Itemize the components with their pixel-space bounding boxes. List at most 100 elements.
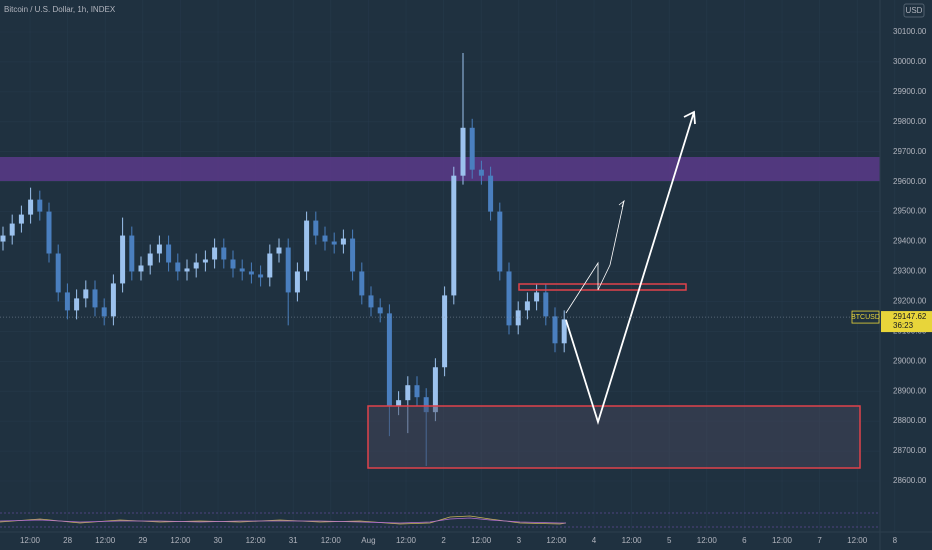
- candle-body: [37, 199, 43, 212]
- candle-body: [515, 310, 521, 326]
- candle-body: [377, 307, 383, 314]
- candle-body: [534, 292, 540, 302]
- x-tick-label: 12:00: [546, 536, 567, 545]
- candle-body: [313, 220, 319, 236]
- candle-body: [147, 253, 153, 266]
- candle-body: [488, 175, 494, 212]
- candle-body: [304, 220, 310, 272]
- candle-body: [212, 247, 218, 260]
- x-tick-label: 4: [592, 536, 597, 545]
- candle-body: [405, 385, 411, 401]
- countdown: 36:23: [893, 321, 914, 330]
- x-tick-label: 12:00: [95, 536, 116, 545]
- y-tick-label: 29200.00: [893, 297, 927, 306]
- x-tick-label: 12:00: [321, 536, 342, 545]
- y-tick-label: 29000.00: [893, 356, 927, 365]
- candle-body: [74, 298, 80, 311]
- y-tick-label: 30000.00: [893, 57, 927, 66]
- candle-body: [469, 127, 475, 170]
- y-tick-label: 29900.00: [893, 87, 927, 96]
- candle-body: [193, 262, 199, 269]
- y-tick-label: 28900.00: [893, 386, 927, 395]
- candle-body: [156, 244, 162, 254]
- symbol-badge: [851, 310, 880, 324]
- candle-body: [506, 271, 512, 326]
- candle-body: [432, 367, 438, 413]
- x-tick-label: 8: [893, 536, 898, 545]
- candle-body: [101, 307, 107, 317]
- candle-body: [386, 313, 392, 407]
- candle-body: [0, 235, 6, 242]
- x-tick-label: 7: [817, 536, 822, 545]
- x-tick-label: 28: [63, 536, 72, 545]
- currency-badge: [903, 3, 925, 18]
- y-tick-label: 28800.00: [893, 416, 927, 425]
- candle-body: [92, 289, 98, 308]
- projection-path: [565, 200, 625, 314]
- candle-body: [83, 289, 89, 299]
- resistance-zone: [0, 157, 880, 181]
- candle-body: [138, 265, 144, 272]
- y-tick-label: 29800.00: [893, 117, 927, 126]
- x-tick-label: 2: [441, 536, 446, 545]
- candle-body: [46, 211, 52, 254]
- candle-body: [258, 274, 264, 278]
- candle-body: [322, 235, 328, 242]
- candle-body: [368, 295, 374, 308]
- y-tick-label: 28700.00: [893, 446, 927, 455]
- candle-body: [543, 292, 549, 317]
- y-tick-label: 29600.00: [893, 177, 927, 186]
- chart-title: Bitcoin / U.S. Dollar, 1h, INDEX: [4, 5, 116, 14]
- x-tick-label: 31: [289, 536, 298, 545]
- candle-body: [221, 247, 227, 260]
- support-box: [367, 405, 861, 469]
- x-tick-label: 30: [214, 536, 223, 545]
- candle-body: [120, 235, 126, 284]
- candle-body: [166, 244, 172, 263]
- candle-body: [110, 283, 116, 317]
- candle-body: [9, 223, 15, 236]
- candle-body: [285, 247, 291, 293]
- x-tick-label: 12:00: [396, 536, 417, 545]
- candle-body: [202, 259, 208, 263]
- last-price: 29147.62: [893, 312, 927, 321]
- candle-body: [55, 253, 61, 293]
- x-tick-label: 12:00: [246, 536, 267, 545]
- candle-body: [524, 301, 530, 311]
- candle-body: [460, 127, 466, 176]
- candle-body: [294, 271, 300, 293]
- currency: USD: [906, 6, 923, 15]
- candle-body: [267, 253, 273, 278]
- x-tick-label: 29: [138, 536, 147, 545]
- y-tick-label: 28600.00: [893, 476, 927, 485]
- arrow-head: [683, 110, 696, 125]
- candle-body: [276, 247, 282, 254]
- x-tick-label: 12:00: [697, 536, 718, 545]
- candle-body: [129, 235, 135, 272]
- x-tick-label: 3: [517, 536, 522, 545]
- candle-body: [359, 271, 365, 296]
- arrow-head: [618, 199, 625, 208]
- candle-body: [552, 316, 558, 344]
- x-tick-label: 12:00: [622, 536, 643, 545]
- y-tick-label: 30100.00: [893, 27, 927, 36]
- price-badge: [881, 311, 932, 333]
- candle-body: [478, 169, 484, 176]
- candle-body: [340, 238, 346, 245]
- candle-body: [184, 268, 190, 272]
- candle-body: [18, 214, 24, 224]
- symbol: BTCUSD: [851, 314, 880, 321]
- y-tick-label: 29500.00: [893, 207, 927, 216]
- resistance-box: [518, 283, 687, 291]
- y-tick-label: 29400.00: [893, 237, 927, 246]
- x-tick-label: 12:00: [772, 536, 793, 545]
- candle-body: [414, 385, 420, 398]
- x-tick-label: 12:00: [20, 536, 41, 545]
- candle-body: [239, 268, 245, 272]
- candle-body: [451, 175, 457, 296]
- candle-body: [350, 238, 356, 272]
- x-tick-label: 5: [667, 536, 672, 545]
- candle-body: [396, 400, 402, 407]
- indicator-line: [0, 517, 566, 524]
